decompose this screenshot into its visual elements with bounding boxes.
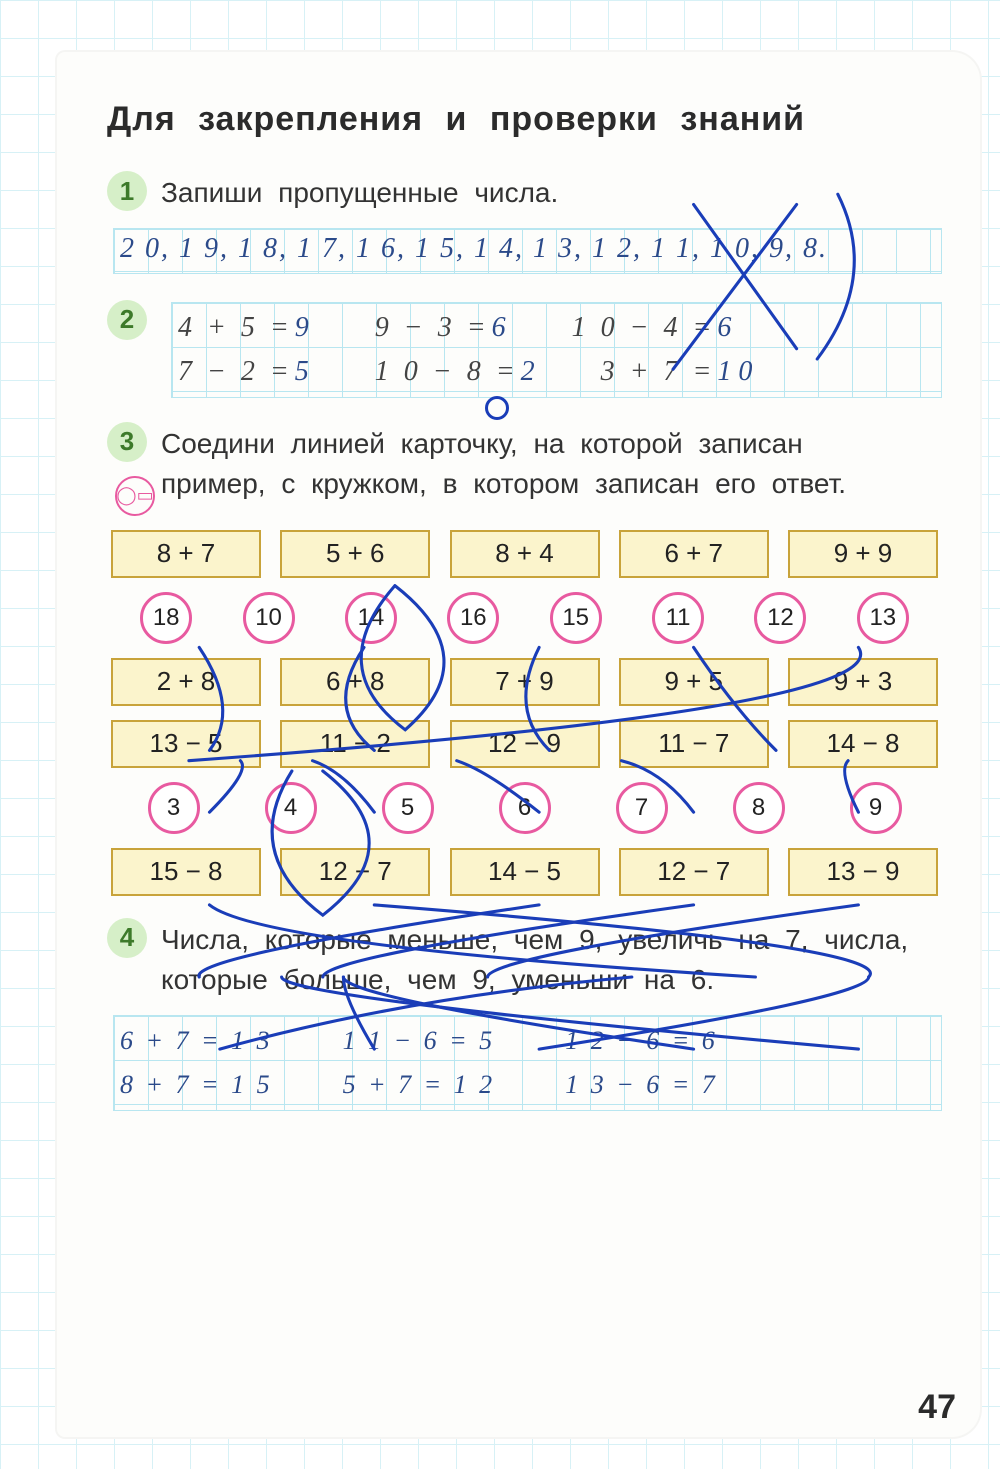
expression-card: 15 − 8 — [111, 848, 261, 896]
equation-answer: 6 — [492, 312, 506, 344]
exercise-badge: 1 — [107, 171, 147, 211]
exercise-badge: 4 — [107, 918, 147, 958]
expression-card: 12 − 7 — [619, 848, 769, 896]
equation-printed: 9 − 3 = — [375, 312, 490, 344]
equation-printed: 7 − 2 = — [178, 356, 293, 388]
exercise-badge: 2 — [107, 300, 147, 340]
answer-circle: 14 — [345, 592, 397, 644]
answer-circle: 16 — [447, 592, 499, 644]
expression-card: 8 + 4 — [450, 530, 600, 578]
equation-answer: 5 — [295, 356, 309, 388]
ex4-equation: 1 2 − 6 = 6 — [565, 1026, 718, 1056]
answer-circle: 8 — [733, 782, 785, 834]
equation-row: 4 + 5 =9 9 − 3 =6 1 0 − 4 =6 — [178, 306, 935, 350]
equation-answer: 2 — [521, 356, 535, 388]
card-row: 8 + 7 5 + 6 8 + 4 6 + 7 9 + 9 — [107, 530, 942, 578]
expression-card: 14 − 8 — [788, 720, 938, 768]
answer-circle: 4 — [265, 782, 317, 834]
expression-card: 14 − 5 — [450, 848, 600, 896]
answer-circle: 15 — [550, 592, 602, 644]
answer-circle: 13 — [857, 592, 909, 644]
expression-card: 13 − 5 — [111, 720, 261, 768]
answer-circle: 7 — [616, 782, 668, 834]
answer-circle: 11 — [652, 592, 704, 644]
ex4-grid: 6 + 7 = 1 3 1 1 − 6 = 5 1 2 − 6 = 6 8 + … — [113, 1015, 942, 1111]
exercise-3: 3 ◯▭ Соедини линией карточку, на которой… — [107, 424, 942, 516]
pen-circle-icon — [485, 396, 509, 420]
ex4-equation: 1 3 − 6 = 7 — [565, 1070, 718, 1100]
expression-card: 8 + 7 — [111, 530, 261, 578]
equation-printed: 4 + 5 = — [178, 312, 293, 344]
expression-card: 9 + 3 — [788, 658, 938, 706]
circle-row: 18 10 14 16 15 11 12 13 — [107, 592, 942, 644]
ex4-equation: 8 + 7 = 1 5 — [120, 1070, 273, 1100]
ex4-equation: 1 1 − 6 = 5 — [343, 1026, 496, 1056]
expression-card: 9 + 5 — [619, 658, 769, 706]
expression-card: 12 − 9 — [450, 720, 600, 768]
circle-row: 3 4 5 6 7 8 9 — [107, 782, 942, 834]
card-row: 2 + 8 6 + 8 7 + 9 9 + 5 9 + 3 — [107, 658, 942, 706]
answer-circle: 3 — [148, 782, 200, 834]
sequence-grid: 2 0, 1 9, 1 8, 1 7, 1 6, 1 5, 1 4, 1 3, … — [113, 228, 942, 274]
workbook-page: Для закрепления и проверки знаний 1 Запи… — [55, 50, 982, 1439]
equation-printed: 1 0 − 4 = — [572, 312, 716, 344]
answer-circle: 6 — [499, 782, 551, 834]
page-title: Для закрепления и проверки знаний — [107, 100, 942, 139]
expression-card: 11 − 7 — [619, 720, 769, 768]
card-row: 13 − 5 11 − 2 12 − 9 11 − 7 14 − 8 — [107, 720, 942, 768]
card-row: 15 − 8 12 − 7 14 − 5 12 − 7 13 − 9 — [107, 848, 942, 896]
answer-circle: 10 — [243, 592, 295, 644]
ex4-row: 6 + 7 = 1 3 1 1 − 6 = 5 1 2 − 6 = 6 — [120, 1019, 935, 1063]
expression-card: 6 + 8 — [280, 658, 430, 706]
answer-circle: 12 — [754, 592, 806, 644]
equation-answer: 6 — [717, 312, 731, 344]
expression-card: 2 + 8 — [111, 658, 261, 706]
expression-card: 13 − 9 — [788, 848, 938, 896]
equation-answer: 9 — [295, 312, 309, 344]
equation-printed: 1 0 − 8 = — [375, 356, 519, 388]
answer-circle: 9 — [850, 782, 902, 834]
ex4-equation: 5 + 7 = 1 2 — [343, 1070, 496, 1100]
answer-circle: 18 — [140, 592, 192, 644]
answer-circle: 5 — [382, 782, 434, 834]
exercise-prompt: Числа, которые меньше, чем 9, увеличь на… — [161, 920, 941, 1001]
ex4-row: 8 + 7 = 1 5 5 + 7 = 1 2 1 3 − 6 = 7 — [120, 1063, 935, 1107]
expression-card: 12 − 7 — [280, 848, 430, 896]
expression-card: 7 + 9 — [450, 658, 600, 706]
page-number: 47 — [918, 1388, 956, 1427]
matching-area: 8 + 75 + 68 + 46 + 79 + 9181014161511121… — [107, 530, 942, 896]
matching-icon: ◯▭ — [115, 476, 155, 516]
equation-answer: 1 0 — [717, 356, 752, 388]
exercise-badge: 3 — [107, 422, 147, 462]
expression-card: 11 − 2 — [280, 720, 430, 768]
equation-printed: 3 + 7 = — [601, 356, 716, 388]
exercise-1: 1 Запиши пропущенные числа. — [107, 173, 942, 214]
equation-grid: 4 + 5 =9 9 − 3 =6 1 0 − 4 =6 7 − 2 =5 1 … — [171, 302, 942, 398]
expression-card: 5 + 6 — [280, 530, 430, 578]
exercise-prompt: Соедини линией карточку, на которой запи… — [161, 424, 921, 505]
exercise-prompt: Запиши пропущенные числа. — [161, 173, 558, 214]
ex4-equation: 6 + 7 = 1 3 — [120, 1026, 273, 1056]
expression-card: 9 + 9 — [788, 530, 938, 578]
expression-card: 6 + 7 — [619, 530, 769, 578]
exercise-4: 4 Числа, которые меньше, чем 9, увеличь … — [107, 920, 942, 1001]
equation-row: 7 − 2 =5 1 0 − 8 =2 3 + 7 =1 0 — [178, 350, 935, 394]
